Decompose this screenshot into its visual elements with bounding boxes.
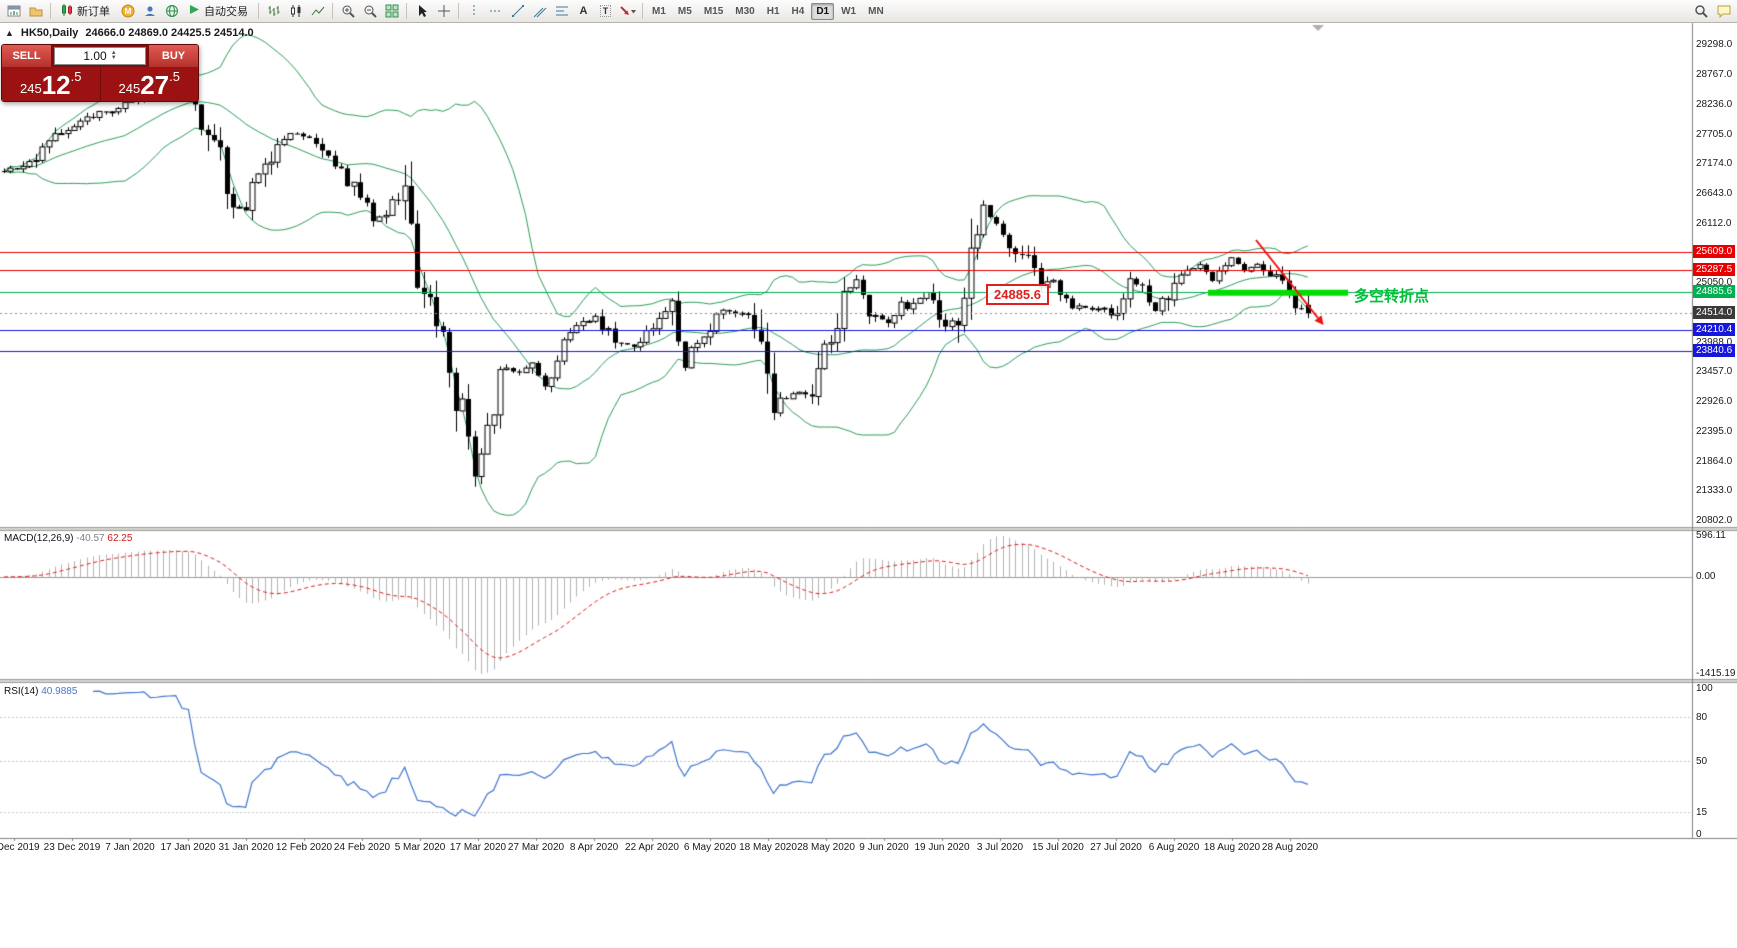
buy-price[interactable]: 245 27.5 — [99, 67, 199, 101]
timeframe-button-h1[interactable]: H1 — [766, 5, 780, 17]
search-icon[interactable] — [1690, 2, 1711, 21]
sell-price[interactable]: 245 12.5 — [20, 69, 82, 100]
new-chart-icon[interactable] — [3, 2, 24, 21]
volume-stepper-icons[interactable]: ▲ ▼ — [110, 50, 117, 61]
trendline-icon[interactable] — [507, 2, 528, 21]
toolbar-separator — [642, 3, 643, 19]
ohlc-values: 24666.0 24869.0 24425.5 24514.0 — [85, 27, 254, 39]
bar-chart-icon[interactable] — [263, 2, 284, 21]
macd-main-value: -40.57 — [76, 533, 105, 544]
volume-input[interactable]: 1.00 ▲ ▼ — [54, 47, 146, 65]
toolbar-separator — [458, 3, 459, 19]
svg-text:M: M — [124, 7, 131, 16]
one-click-trading-panel: SELL 1.00 ▲ ▼ BUY 245 12.5 245 27.5 — [1, 44, 199, 102]
candlestick-chart-icon[interactable] — [285, 2, 306, 21]
timeframe-button-mn[interactable]: MN — [868, 5, 884, 17]
toolbar: 新订单 M 自动交易 A T M1 M5 M15 M30 H1 H4 D1 W1 MN — [0, 0, 1737, 23]
timeframe-button-m1[interactable]: M1 — [652, 5, 666, 17]
label-icon[interactable]: T — [595, 2, 616, 21]
crosshair-icon[interactable] — [433, 2, 454, 21]
tile-windows-icon[interactable] — [381, 2, 402, 21]
timeframe-button-m15[interactable]: M15 — [703, 5, 724, 17]
channel-icon[interactable] — [529, 2, 550, 21]
toolbar-right-group — [1690, 2, 1734, 21]
toolbar-separator — [406, 3, 407, 19]
chart-profiles-icon[interactable] — [25, 2, 46, 21]
autotrade-label: 自动交易 — [204, 6, 248, 18]
toolbar-separator — [50, 3, 51, 19]
globe-icon[interactable] — [161, 2, 182, 21]
sell-button[interactable]: SELL — [2, 45, 51, 67]
toolbar-separator — [258, 3, 259, 19]
new-order-button[interactable]: 新订单 — [55, 2, 116, 21]
toolbar-separator — [332, 3, 333, 19]
zoom-out-icon[interactable] — [359, 2, 380, 21]
new-order-label: 新订单 — [77, 6, 110, 18]
horizontal-line-icon[interactable] — [485, 2, 506, 21]
arrows-tool-icon[interactable] — [617, 2, 638, 21]
volume-value: 1.00 — [83, 49, 107, 63]
trade-panel-toggle-icon[interactable]: ▲ — [5, 28, 14, 38]
line-chart-icon[interactable] — [307, 2, 328, 21]
macd-indicator-label: MACD(12,26,9) -40.57 62.25 — [4, 533, 133, 544]
autotrade-button[interactable]: 自动交易 — [183, 2, 254, 21]
cursor-icon[interactable] — [411, 2, 432, 21]
text-icon[interactable]: A — [579, 5, 588, 17]
timeframe-button-m5[interactable]: M5 — [677, 5, 692, 17]
mql5-icon[interactable]: M — [117, 2, 138, 21]
chart-title: ▲ HK50,Daily 24666.0 24869.0 24425.5 245… — [5, 27, 254, 39]
vertical-line-icon[interactable] — [463, 2, 484, 21]
new-order-icon — [61, 3, 73, 20]
timeframe-button-m30[interactable]: M30 — [735, 5, 755, 17]
chat-icon[interactable] — [1713, 2, 1734, 21]
timeframe-button-h4[interactable]: H4 — [791, 5, 805, 17]
rsi-value: 40.9885 — [41, 686, 78, 697]
timeframe-button-d1[interactable]: D1 — [811, 2, 835, 20]
autotrade-play-icon — [189, 4, 200, 18]
rsi-indicator-label: RSI(14) 40.9885 — [4, 686, 78, 697]
timeframe-button-w1[interactable]: W1 — [841, 5, 857, 17]
price-annotation-box[interactable]: 24885.6 — [986, 284, 1049, 305]
zoom-in-icon[interactable] — [337, 2, 358, 21]
macd-signal-value: 62.25 — [107, 533, 133, 544]
buy-button[interactable]: BUY — [149, 45, 198, 67]
community-icon[interactable] — [139, 2, 160, 21]
pivot-annotation-label[interactable]: 多空转折点 — [1354, 288, 1430, 305]
symbol-period-label: HK50,Daily — [20, 27, 79, 39]
timeframe-group: M1 M5 M15 M30 H1 H4 D1 W1 MN — [647, 2, 889, 20]
fibonacci-icon[interactable] — [551, 2, 572, 21]
